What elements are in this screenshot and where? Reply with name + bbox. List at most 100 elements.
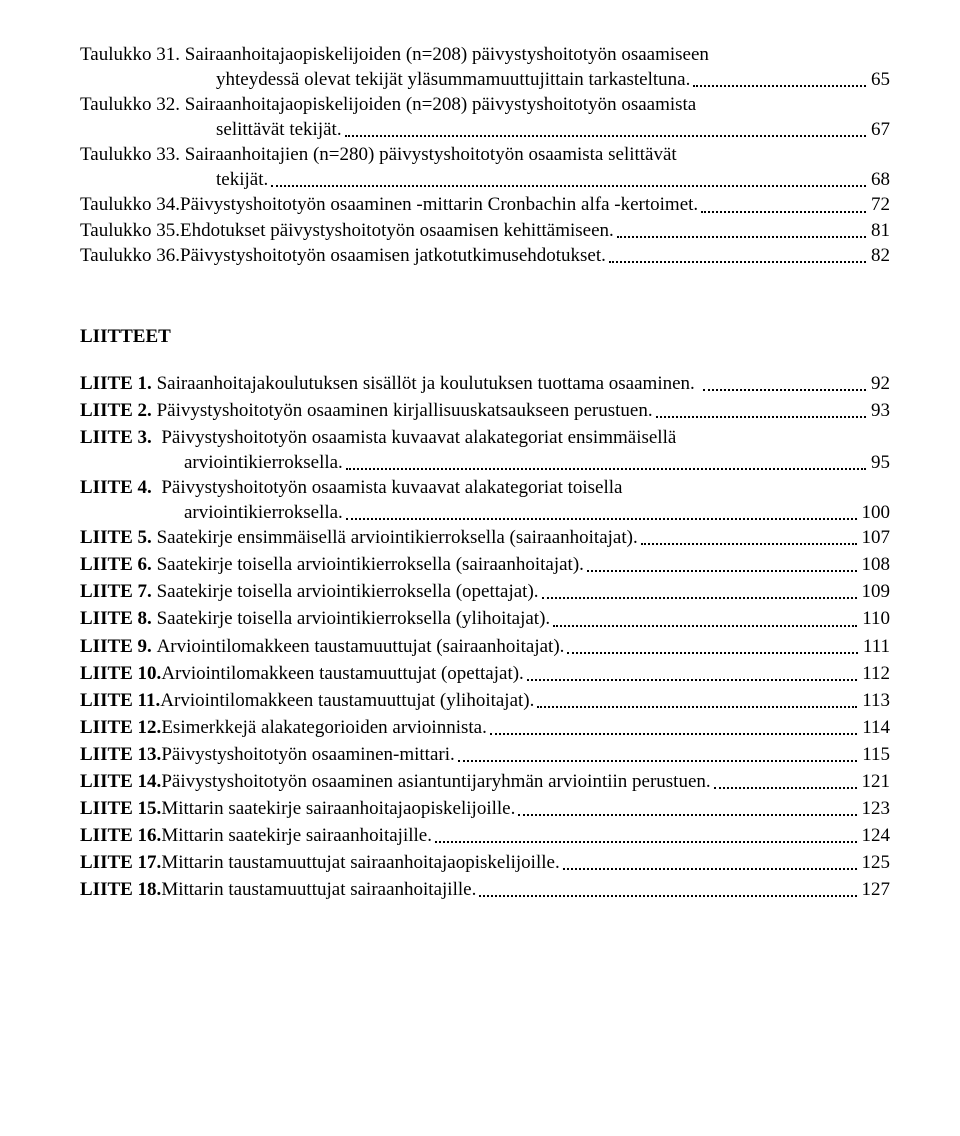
- toc-entry-liite-8: LIITE 8. Saatekirje toisella arviointiki…: [80, 606, 890, 631]
- toc-page: 110: [860, 606, 890, 631]
- toc-entry-liite-1: LIITE 1. Sairaanhoitajakoulutuksen sisäl…: [80, 371, 890, 396]
- toc-page: 121: [860, 769, 891, 794]
- toc-desc-part2: yhteydessä olevat tekijät yläsummamuuttu…: [216, 67, 690, 92]
- toc-page: 123: [860, 796, 891, 821]
- toc-label: LIITE 8.: [80, 606, 152, 631]
- toc-desc: Saatekirje toisella arviointikierroksell…: [157, 552, 584, 577]
- toc-entry-taulukko-32: Taulukko 32. Sairaanhoitajaopiskelijoide…: [80, 92, 890, 142]
- toc-page: 124: [860, 823, 891, 848]
- toc-leaders: [617, 220, 866, 237]
- toc-desc-part1: Sairaanhoitajaopiskelijoiden (n=208) päi…: [185, 44, 709, 65]
- toc-label: LIITE 1.: [80, 371, 152, 396]
- toc-label: LIITE 16.: [80, 823, 161, 848]
- toc-page: 95: [869, 450, 890, 475]
- toc-leaders: [714, 772, 857, 789]
- toc-desc: Päivystyshoitotyön osaaminen kirjallisuu…: [157, 398, 653, 423]
- toc-label: LIITE 10.: [80, 661, 161, 686]
- toc-page: 109: [860, 579, 891, 604]
- toc-label: Taulukko 32.: [80, 94, 180, 115]
- toc-desc: Arviointilomakkeen taustamuuttujat (sair…: [157, 634, 565, 659]
- toc-line1: Taulukko 33. Sairaanhoitajien (n=280) pä…: [80, 142, 890, 167]
- toc-entry-liite-16: LIITE 16. Mittarin saatekirje sairaanhoi…: [80, 823, 890, 848]
- toc-desc: Esimerkkejä alakategorioiden arvioinnist…: [161, 715, 487, 740]
- toc-leaders: [693, 70, 866, 87]
- toc-leaders: [271, 170, 866, 187]
- toc-desc-part1: Sairaanhoitajien (n=280) päivystyshoitot…: [185, 144, 677, 165]
- toc-desc: Päivystyshoitotyön osaaminen -mittarin C…: [180, 192, 698, 217]
- toc-label: Taulukko 34.: [80, 192, 180, 217]
- toc-desc: Mittarin taustamuuttujat sairaanhoitajao…: [161, 850, 559, 875]
- toc-leaders: [527, 664, 857, 681]
- toc-desc: Mittarin saatekirje sairaanhoitajille.: [161, 823, 432, 848]
- toc-leaders: [609, 246, 866, 263]
- toc-entry-taulukko-35: Taulukko 35. Ehdotukset päivystyshoitoty…: [80, 218, 890, 243]
- toc-page: 65: [869, 67, 890, 92]
- toc-label: LIITE 3.: [80, 427, 152, 448]
- liite-list: LIITE 1. Sairaanhoitajakoulutuksen sisäl…: [80, 371, 890, 903]
- toc-desc: Päivystyshoitotyön osaaminen-mittari.: [161, 742, 454, 767]
- toc-label: LIITE 17.: [80, 850, 161, 875]
- toc-label: Taulukko 35.: [80, 218, 180, 243]
- toc-line2: arviointikierroksella. 100: [80, 500, 890, 525]
- toc-entry-liite-3: LIITE 3. Päivystyshoitotyön osaamista ku…: [80, 425, 890, 475]
- toc-label: LIITE 7.: [80, 579, 152, 604]
- toc-page: 93: [869, 398, 890, 423]
- toc-leaders: [458, 745, 857, 762]
- toc-label: LIITE 12.: [80, 715, 161, 740]
- toc-line1: Taulukko 31. Sairaanhoitajaopiskelijoide…: [80, 42, 890, 67]
- toc-page: 68: [869, 167, 890, 192]
- toc-entry-taulukko-34: Taulukko 34. Päivystyshoitotyön osaamine…: [80, 192, 890, 217]
- toc-page: 107: [860, 525, 891, 550]
- toc-label: LIITE 11.: [80, 688, 160, 713]
- toc-desc: Saatekirje ensimmäisellä arviointikierro…: [157, 525, 638, 550]
- toc-page: 111: [861, 634, 890, 659]
- toc-page: 92: [869, 371, 890, 396]
- toc-desc-part2: selittävät tekijät.: [216, 117, 342, 142]
- toc-desc-part1: Päivystyshoitotyön osaamista kuvaavat al…: [161, 477, 622, 498]
- toc-line1: Taulukko 32. Sairaanhoitajaopiskelijoide…: [80, 92, 890, 117]
- toc-desc: Mittarin taustamuuttujat sairaanhoitajil…: [161, 877, 476, 902]
- toc-leaders: [587, 555, 857, 572]
- toc-entry-liite-14: LIITE 14. Päivystyshoitotyön osaaminen a…: [80, 769, 890, 794]
- toc-label: LIITE 2.: [80, 398, 152, 423]
- toc-page: 127: [860, 877, 891, 902]
- toc-label: Taulukko 36.: [80, 243, 180, 268]
- toc-page: 100: [860, 500, 891, 525]
- toc-entry-liite-18: LIITE 18. Mittarin taustamuuttujat saira…: [80, 877, 890, 902]
- toc-leaders: [656, 401, 866, 418]
- toc-page: 72: [869, 192, 890, 217]
- toc-page: 108: [860, 552, 891, 577]
- toc-entry-liite-9: LIITE 9. Arviointilomakkeen taustamuuttu…: [80, 634, 890, 659]
- toc-desc: Päivystyshoitotyön osaamisen jatkotutkim…: [180, 243, 606, 268]
- toc-line2: selittävät tekijät. 67: [80, 117, 890, 142]
- toc-page: 112: [860, 661, 890, 686]
- toc-desc: Mittarin saatekirje sairaanhoitajaopiske…: [161, 796, 515, 821]
- toc-desc-part1: Sairaanhoitajaopiskelijoiden (n=208) päi…: [185, 94, 697, 115]
- toc-leaders: [542, 582, 857, 599]
- toc-desc: Saatekirje toisella arviointikierroksell…: [157, 579, 539, 604]
- toc-label: LIITE 18.: [80, 877, 161, 902]
- toc-desc-part2: arviointikierroksella.: [184, 500, 343, 525]
- toc-page: 81: [869, 218, 890, 243]
- toc-entry-liite-11: LIITE 11. Arviointilomakkeen taustamuutt…: [80, 688, 890, 713]
- toc-leaders: [537, 691, 857, 708]
- toc-leaders: [701, 195, 866, 212]
- toc-line1: LIITE 4. Päivystyshoitotyön osaamista ku…: [80, 475, 890, 500]
- toc-desc-part2: tekijät.: [216, 167, 268, 192]
- toc-leaders: [435, 826, 857, 843]
- toc-desc: Päivystyshoitotyön osaaminen asiantuntij…: [161, 769, 710, 794]
- toc-leaders: [518, 799, 856, 816]
- liitteet-heading: LIITTEET: [80, 324, 890, 349]
- toc-desc: Arviointilomakkeen taustamuuttujat (ylih…: [160, 688, 534, 713]
- toc-label: Taulukko 33.: [80, 144, 180, 165]
- toc-entry-liite-5: LIITE 5. Saatekirje ensimmäisellä arvioi…: [80, 525, 890, 550]
- toc-leaders: [479, 880, 856, 897]
- toc-page: 114: [860, 715, 890, 740]
- toc-leaders: [567, 636, 857, 653]
- toc-entry-liite-12: LIITE 12. Esimerkkejä alakategorioiden a…: [80, 715, 890, 740]
- toc-label: LIITE 13.: [80, 742, 161, 767]
- toc-entry-taulukko-33: Taulukko 33. Sairaanhoitajien (n=280) pä…: [80, 142, 890, 192]
- toc-entry-liite-4: LIITE 4. Päivystyshoitotyön osaamista ku…: [80, 475, 890, 525]
- toc-label: LIITE 5.: [80, 525, 152, 550]
- toc-desc-part1: Päivystyshoitotyön osaamista kuvaavat al…: [161, 427, 676, 448]
